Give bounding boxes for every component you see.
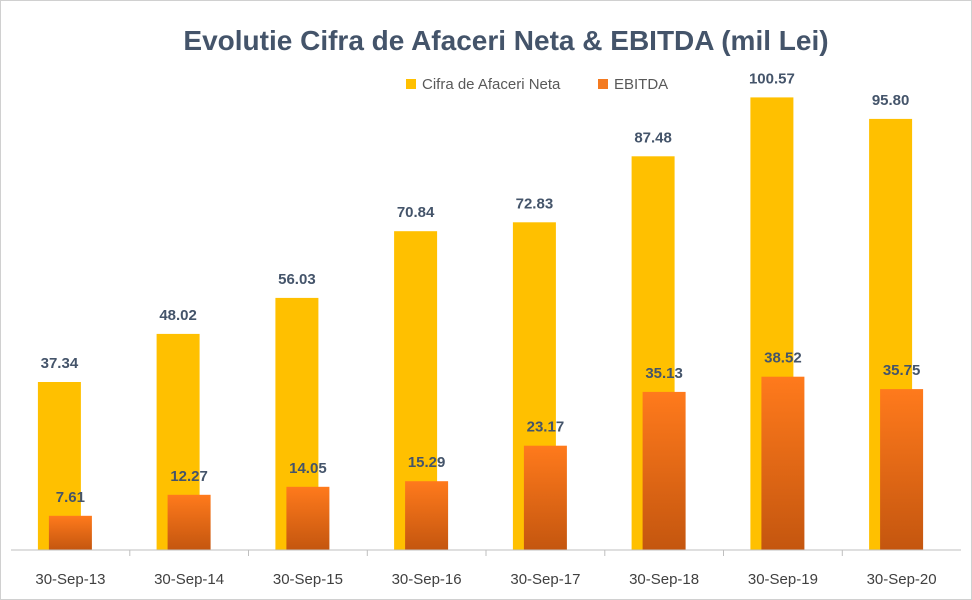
label-ebitda-30-Sep-17: 23.17 [527,419,565,436]
x-tick-label-30-Sep-16: 30-Sep-16 [392,571,462,588]
legend-swatch-ebitda [598,79,608,89]
bar-ebitda-30-Sep-19 [761,376,805,550]
data-labels-layer: 37.34 7.61 48.02 12.27 56.03 14.05 70.84 15.29 7… [41,70,921,505]
bar-ebitda-30-Sep-15 [286,486,330,550]
bar-ebitda-30-Sep-14 [167,494,211,550]
bars-layer [37,97,924,551]
legend-label-ebitda: EBITDA [614,76,668,93]
chart-title: Evolutie Cifra de Afaceri Neta & EBITDA … [183,25,828,56]
x-tick-label-30-Sep-18: 30-Sep-18 [629,571,699,588]
bar-ebitda-30-Sep-20 [880,389,924,550]
label-ebitda-30-Sep-13: 7.61 [56,489,85,506]
label-revenue-30-Sep-20: 95.80 [872,92,910,109]
bar-ebitda-30-Sep-18 [642,391,686,550]
x-tick-label-30-Sep-20: 30-Sep-20 [867,571,937,588]
label-ebitda-30-Sep-20: 35.75 [883,362,921,379]
x-tick-label-30-Sep-13: 30-Sep-13 [35,571,105,588]
x-tick-label-30-Sep-17: 30-Sep-17 [510,571,580,588]
label-ebitda-30-Sep-14: 12.27 [170,468,208,485]
bar-ebitda-30-Sep-16 [405,481,449,550]
legend-label-revenue: Cifra de Afaceri Neta [422,76,561,93]
label-revenue-30-Sep-14: 48.02 [159,307,197,324]
x-tick-label-30-Sep-15: 30-Sep-15 [273,571,343,588]
bar-ebitda-30-Sep-13 [48,515,92,550]
label-ebitda-30-Sep-15: 14.05 [289,460,327,477]
label-revenue-30-Sep-17: 72.83 [516,195,554,212]
label-revenue-30-Sep-16: 70.84 [397,204,435,221]
label-revenue-30-Sep-13: 37.34 [41,355,79,372]
x-axis-ticks: 30-Sep-13 30-Sep-14 30-Sep-15 30-Sep-16 30-S… [35,550,937,588]
legend-swatch-revenue [406,79,416,89]
bar-ebitda-30-Sep-17 [523,445,567,550]
x-tick-label-30-Sep-19: 30-Sep-19 [748,571,818,588]
label-revenue-30-Sep-18: 87.48 [634,129,672,146]
chart-legend: Cifra de Afaceri Neta EBITDA [406,76,668,93]
label-revenue-30-Sep-15: 56.03 [278,271,316,288]
label-ebitda-30-Sep-16: 15.29 [408,454,446,471]
x-tick-label-30-Sep-14: 30-Sep-14 [154,571,224,588]
label-ebitda-30-Sep-19: 38.52 [764,350,802,367]
label-ebitda-30-Sep-18: 35.13 [645,365,683,382]
label-revenue-30-Sep-19: 100.57 [749,70,795,87]
